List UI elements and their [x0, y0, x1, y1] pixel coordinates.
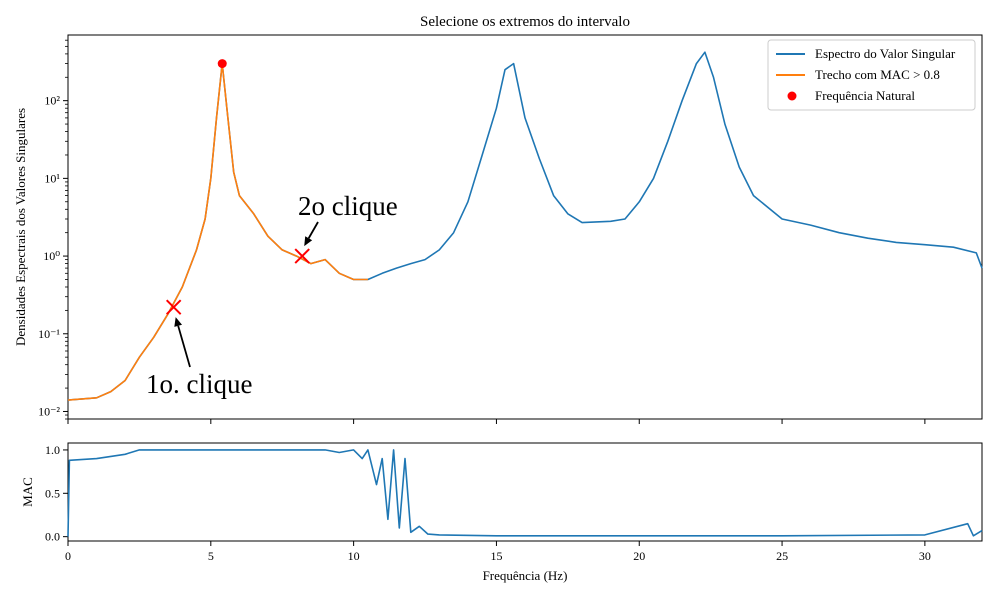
bottom-x-tick-label: 20 — [633, 549, 645, 563]
natural-frequency-point — [217, 59, 227, 69]
top-y-tick-label: 10⁻² — [38, 404, 60, 418]
selection-x-marker — [294, 248, 310, 264]
top-y-tick-label: 10⁰ — [43, 249, 60, 263]
annotation-arrow — [304, 221, 319, 247]
bottom-x-tick-label: 25 — [776, 549, 788, 563]
top-y-tick-label: 10² — [44, 94, 60, 108]
annotation-arrow — [174, 317, 191, 368]
annotation-2o-clique: 2o clique — [298, 191, 398, 221]
top-y-tick-label: 10⁻¹ — [38, 327, 60, 341]
mac-series-line — [67, 449, 983, 537]
bottom-x-tick-label: 15 — [490, 549, 502, 563]
bottom-x-tick-label: 10 — [348, 549, 360, 563]
legend-box — [767, 39, 976, 111]
bottom-y-tick-label: 1.0 — [45, 443, 60, 457]
legend-swatch-frequencia — [787, 91, 797, 101]
bottom-plot-frame — [67, 442, 983, 542]
top-y-ticks: 10⁻² 10⁻¹ 10⁰ 10¹ 10² — [38, 39, 68, 420]
bottom-x-tick-label: 30 — [919, 549, 931, 563]
bottom-y-tick-label: 0.5 — [45, 486, 60, 500]
top-markers-group — [165, 59, 310, 315]
bottom-x-tick-label: 0 — [65, 549, 71, 563]
bottom-y-ticks: 0.0 0.5 1.0 — [45, 443, 68, 544]
selection-x-marker — [165, 299, 182, 315]
annotations-group: 1o. clique 2o clique — [146, 191, 398, 399]
bottom-series-group — [67, 449, 983, 537]
chart-title: Selecione os extremos do intervalo — [420, 14, 630, 30]
top-x-ticks — [67, 419, 926, 424]
legend-label-frequencia: Frequência Natural — [815, 88, 915, 103]
annotation-1o-clique: 1o. clique — [146, 369, 252, 399]
bottom-y-tick-label: 0.0 — [45, 530, 60, 544]
series-line — [67, 62, 368, 401]
bottom-y-axis-label: MAC — [20, 477, 35, 507]
x-axis-label: Frequência (Hz) — [483, 568, 568, 583]
bottom-x-tick-label: 5 — [208, 549, 214, 563]
top-y-tick-label: 10¹ — [44, 171, 60, 185]
top-plot-frame — [67, 34, 983, 420]
legend-label-trecho: Trecho com MAC > 0.8 — [815, 67, 940, 82]
legend-label-espectro: Espectro do Valor Singular — [815, 46, 956, 61]
legend: Espectro do Valor Singular Trecho com MA… — [767, 39, 976, 111]
top-y-axis-label: Densidades Espectrais dos Valores Singul… — [13, 108, 28, 346]
bottom-x-ticks: 0 5 10 15 20 25 30 — [65, 541, 931, 563]
